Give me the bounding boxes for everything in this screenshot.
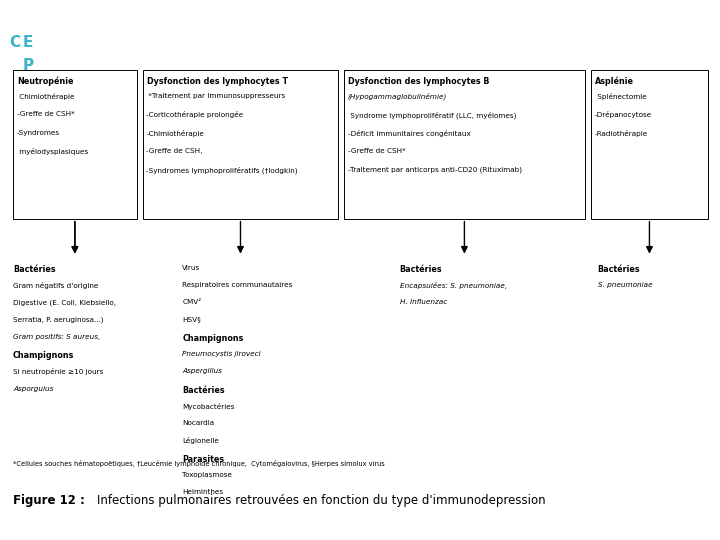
- Text: Champignons: Champignons: [13, 351, 74, 360]
- Text: Figure 12 :: Figure 12 :: [13, 494, 89, 507]
- Text: Dysfonction des lymphocytes B: Dysfonction des lymphocytes B: [348, 77, 490, 86]
- Text: -Greffe de CSH,: -Greffe de CSH,: [146, 148, 202, 154]
- Text: Parasites: Parasites: [182, 455, 225, 464]
- Text: P: P: [22, 58, 33, 73]
- Text: Infections pulmonaires retrouvées en fonction du type d'immunodepression: Infections pulmonaires retrouvées en fon…: [97, 494, 546, 507]
- Text: Neutropénie: Neutropénie: [17, 77, 73, 86]
- Text: Toxoplasmose: Toxoplasmose: [182, 472, 232, 478]
- Text: Gram négatifs d'origine: Gram négatifs d'origine: [13, 282, 99, 289]
- Text: Syndrome lymphoprolifératif (LLC, myélomes): Syndrome lymphoprolifératif (LLC, myélom…: [348, 111, 516, 119]
- Text: -Chimiothérapie: -Chimiothérapie: [146, 130, 204, 137]
- Text: Si neutropénie ≥10 jours: Si neutropénie ≥10 jours: [13, 368, 104, 375]
- Text: Aspergillus: Aspergillus: [182, 368, 222, 374]
- Text: -Greffe de CSH*: -Greffe de CSH*: [17, 111, 74, 117]
- Text: E: E: [22, 35, 32, 50]
- Text: -Déficit immunitaires congénitaux: -Déficit immunitaires congénitaux: [348, 130, 470, 137]
- Text: Bactéries: Bactéries: [598, 265, 640, 274]
- Text: myélodysplasiques: myélodysplasiques: [17, 148, 88, 155]
- Text: Dysfonction des lymphocytes T: Dysfonction des lymphocytes T: [147, 77, 288, 86]
- Text: Mycobactéries: Mycobactéries: [182, 403, 235, 410]
- Text: C: C: [9, 35, 20, 50]
- Text: -Greffe de CSH*: -Greffe de CSH*: [348, 148, 405, 154]
- Text: Champignons: Champignons: [182, 334, 243, 343]
- Text: Gram positifs: S aureus,: Gram positifs: S aureus,: [13, 334, 100, 340]
- Text: Chimiothérapie: Chimiothérapie: [17, 93, 74, 100]
- Text: -Syndromes: -Syndromes: [17, 130, 60, 136]
- Text: Bactéries: Bactéries: [400, 265, 442, 274]
- Text: Respiratoires communautaires: Respiratoires communautaires: [182, 282, 292, 288]
- Text: Bactéries: Bactéries: [182, 386, 225, 395]
- Text: -Syndromes lymphoprolifératifs (†lodgkin): -Syndromes lymphoprolifératifs (†lodgkin…: [146, 166, 297, 174]
- Text: (Hypogammaglobulinémie): (Hypogammaglobulinémie): [348, 93, 447, 100]
- Text: Asporgulus: Asporgulus: [13, 386, 53, 392]
- Text: Serratia, P. aeruginosa...): Serratia, P. aeruginosa...): [13, 316, 104, 323]
- Text: *Traitement par Immunosuppresseurs: *Traitement par Immunosuppresseurs: [146, 93, 285, 99]
- Text: -Radiothérapie: -Radiothérapie: [595, 130, 648, 137]
- Text: Bactéries: Bactéries: [13, 265, 55, 274]
- Text: S. pneumoniae: S. pneumoniae: [598, 282, 652, 288]
- Text: Encapsulées: S. pneumoniae,: Encapsulées: S. pneumoniae,: [400, 282, 507, 289]
- Text: Légionelle: Légionelle: [182, 437, 219, 444]
- Text: Splénectomie: Splénectomie: [595, 93, 647, 100]
- Text: Digestive (E. Coli, Klebsiello,: Digestive (E. Coli, Klebsiello,: [13, 299, 116, 306]
- Text: -Drépanocytose: -Drépanocytose: [595, 111, 652, 118]
- Text: *Cellules souches hématopoëtiques, †Leucémie lymphoïde chronique,  Cytomégalovir: *Cellules souches hématopoëtiques, †Leuc…: [13, 460, 384, 467]
- Text: H. Influenzac: H. Influenzac: [400, 299, 447, 305]
- Text: HSV§: HSV§: [182, 316, 201, 322]
- Text: -Traitement par anticorps anti-CD20 (Rituximab): -Traitement par anticorps anti-CD20 (Rit…: [348, 166, 522, 173]
- Text: -Corticothérapie prolongée: -Corticothérapie prolongée: [146, 111, 243, 118]
- Text: Virus: Virus: [182, 265, 200, 271]
- Text: CMV²: CMV²: [182, 299, 202, 305]
- Text: Pneumocystis jiroveci: Pneumocystis jiroveci: [182, 351, 261, 357]
- Text: Helminthes: Helminthes: [182, 489, 223, 495]
- Text: Nocardia: Nocardia: [182, 420, 215, 426]
- Text: Asplénie: Asplénie: [595, 77, 634, 86]
